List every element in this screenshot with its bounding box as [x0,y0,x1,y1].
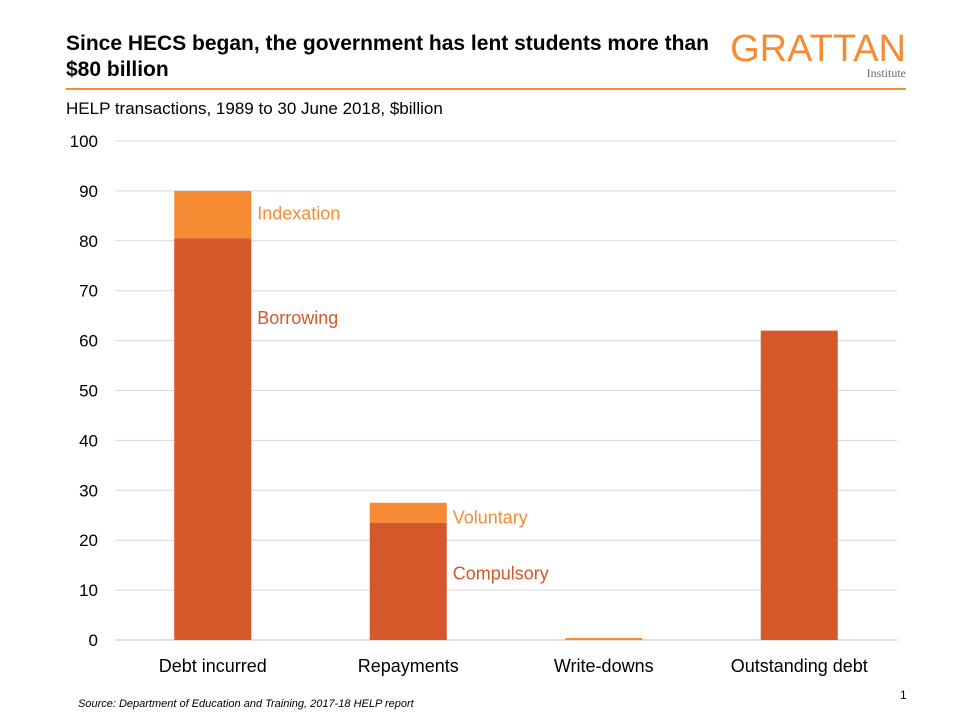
grattan-logo: GRATTAN Institute [730,28,908,82]
x-tick-label: Outstanding debt [731,656,868,676]
bar-segment [369,502,447,523]
y-tick-label: 50 [79,382,98,401]
bar-segment [760,330,838,640]
chart-subtitle: HELP transactions, 1989 to 30 June 2018,… [66,99,443,118]
bar-segment [369,522,447,640]
y-tick-label: 70 [79,282,98,301]
y-tick-label: 40 [79,431,98,450]
page-number: 1 [900,688,907,702]
logo-subtitle: Institute [866,66,906,80]
series-annotation: Indexation [257,203,340,223]
y-tick-label: 80 [79,232,98,251]
series-annotation: Borrowing [257,308,338,328]
y-tick-label: 90 [79,182,98,201]
bar-segment [565,638,643,640]
y-tick-label: 10 [79,581,98,600]
series-annotation: Compulsory [453,564,549,584]
y-tick-label: 30 [79,481,98,500]
logo-wordmark: GRATTAN [730,28,906,70]
bar-segment [174,190,252,239]
y-tick-label: 0 [89,631,98,650]
y-tick-label: 20 [79,531,98,550]
y-tick-label: 100 [70,132,98,151]
source-note: Source: Department of Education and Trai… [78,698,414,710]
x-tick-label: Repayments [358,656,459,676]
y-tick-label: 60 [79,332,98,351]
title-divider [66,88,906,90]
bar-segment [174,238,252,640]
x-tick-label: Debt incurred [159,656,267,676]
x-tick-label: Write-downs [554,656,654,676]
series-annotation: Voluntary [453,508,528,528]
chart-title: Since HECS began, the government has len… [66,32,709,81]
